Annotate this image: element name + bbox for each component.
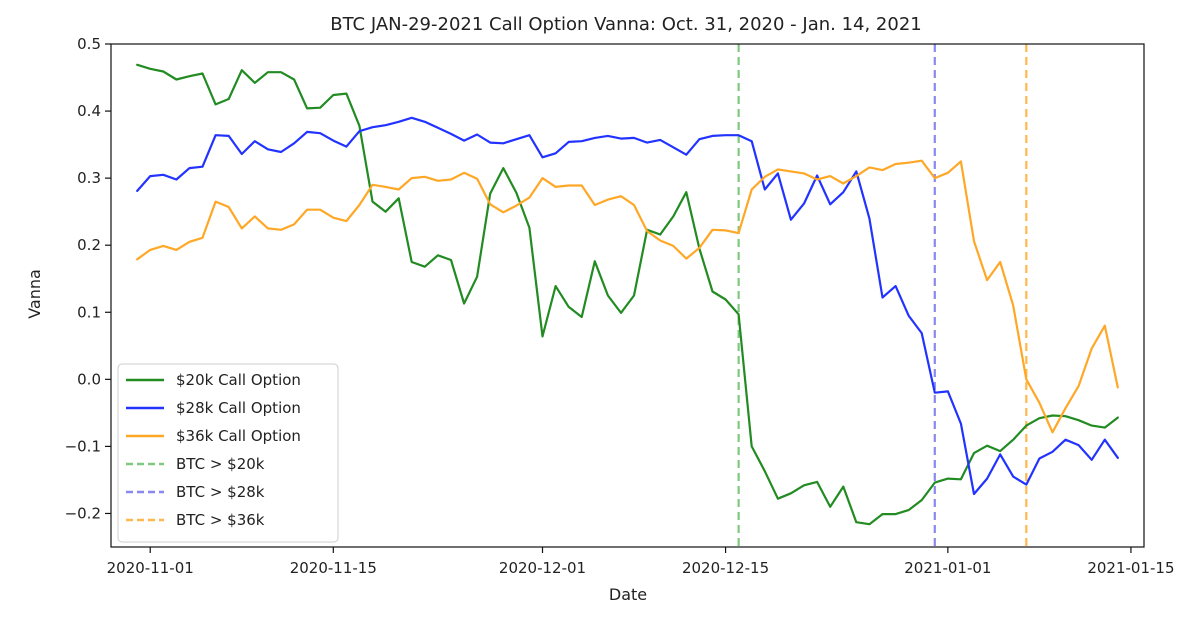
- x-tick-label-5: 2021-01-01: [904, 559, 991, 577]
- x-axis-label: Date: [609, 585, 647, 604]
- y-tick-label-1: 0.5: [77, 35, 101, 53]
- legend-box: [117, 363, 339, 543]
- y-tick-label-5: 0.1: [77, 303, 101, 321]
- legend: $20k Call Option $28k Call Option $36k Cal…: [117, 363, 339, 543]
- y-tick-label-6: 0.0: [77, 370, 101, 388]
- y-tick-label-8: −0.2: [65, 504, 101, 522]
- series-line-3: [136, 159, 1119, 434]
- legend-label-2: $28k Call Option: [176, 399, 301, 417]
- y-tick-label-7: −0.1: [65, 437, 101, 455]
- legend-label-4: BTC > $20k: [176, 455, 265, 473]
- annotation-layer: [737, 44, 1028, 547]
- series-line-1: [136, 63, 1119, 526]
- x-tick-label-1: 2020-11-01: [107, 559, 194, 577]
- y-tick-label-2: 0.4: [77, 102, 101, 120]
- y-tick-label-3: 0.3: [77, 169, 101, 187]
- y-tick-label-4: 0.2: [77, 236, 101, 254]
- legend-label-5: BTC > $28k: [176, 483, 265, 501]
- plot-area-frame: [110, 43, 1145, 548]
- y-axis-label: Vanna: [25, 269, 44, 319]
- x-tick-label-6: 2021-01-15: [1087, 559, 1174, 577]
- legend-label-3: $36k Call Option: [176, 427, 301, 445]
- tick-layer: 2020-11-01 2020-11-15 2020-12-01 2020-12-15…: [65, 35, 1175, 577]
- legend-label-6: BTC > $36k: [176, 511, 265, 529]
- legend-label-1: $20k Call Option: [176, 371, 301, 389]
- x-tick-label-3: 2020-12-01: [499, 559, 586, 577]
- series-line-2: [136, 116, 1119, 496]
- series-layer: [136, 63, 1119, 526]
- x-tick-label-2: 2020-11-15: [290, 559, 377, 577]
- x-tick-label-4: 2020-12-15: [682, 559, 769, 577]
- chart-title: BTC JAN-29-2021 Call Option Vanna: Oct. …: [330, 14, 921, 35]
